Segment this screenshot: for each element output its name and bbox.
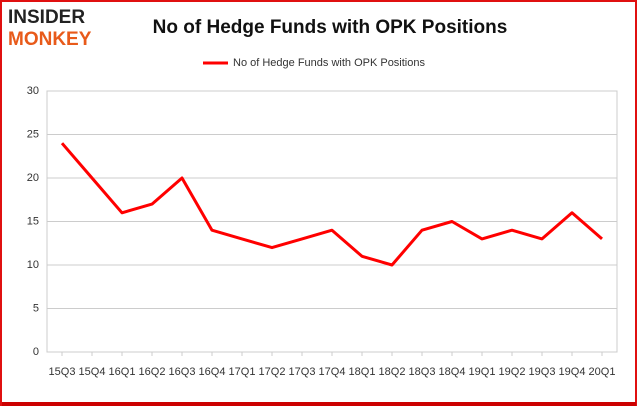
- x-tick-label: 20Q1: [589, 366, 616, 378]
- x-tick-label: 18Q2: [379, 366, 406, 378]
- y-tick-label: 25: [27, 128, 39, 140]
- x-tick-label: 15Q4: [79, 366, 106, 378]
- x-tick-label: 16Q2: [139, 366, 166, 378]
- x-tick-label: 17Q2: [259, 366, 286, 378]
- x-tick-label: 19Q3: [529, 366, 556, 378]
- x-tick-label: 19Q1: [469, 366, 496, 378]
- y-tick-label: 20: [27, 172, 39, 184]
- frame-shadow: [2, 402, 636, 406]
- x-tick-label: 17Q1: [229, 366, 256, 378]
- legend-label: No of Hedge Funds with OPK Positions: [233, 57, 425, 69]
- x-tick-label: 18Q1: [349, 366, 376, 378]
- y-tick-label: 5: [33, 302, 39, 314]
- x-tick-label: 15Q3: [49, 366, 76, 378]
- data-line: [60, 142, 603, 267]
- y-tick-label: 15: [27, 215, 39, 227]
- chart-title: No of Hedge Funds with OPK Positions: [153, 17, 508, 38]
- y-tick-label: 30: [27, 85, 39, 97]
- x-tick-label: 19Q4: [559, 366, 586, 378]
- x-tick-label: 16Q1: [109, 366, 136, 378]
- y-tick-label: 10: [27, 259, 39, 271]
- x-tick-label: 16Q3: [169, 366, 196, 378]
- x-tick-label: 18Q4: [439, 366, 466, 378]
- x-tick-label: 17Q3: [289, 366, 316, 378]
- y-tick-label: 0: [33, 346, 39, 358]
- logo-line1: INSIDER: [8, 7, 85, 28]
- x-tick-label: 18Q3: [409, 366, 436, 378]
- x-tick-label: 17Q4: [319, 366, 346, 378]
- x-tick-label: 19Q2: [499, 366, 526, 378]
- logo-line2: MONKEY: [8, 29, 92, 50]
- x-tick-label: 16Q4: [199, 366, 226, 378]
